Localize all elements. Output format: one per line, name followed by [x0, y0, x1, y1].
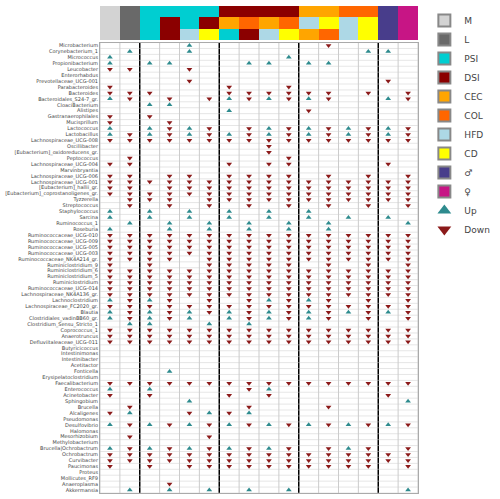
- svg-text:Micrococcus: Micrococcus: [67, 54, 98, 60]
- svg-text:Propionibacterium: Propionibacterium: [52, 60, 98, 67]
- svg-text:Ochrobactrum: Ochrobactrum: [62, 451, 98, 457]
- svg-text:Lachnospiraceae_UCG-004: Lachnospiraceae_UCG-004: [31, 161, 98, 168]
- svg-text:Intestinimonas: Intestinimonas: [61, 350, 98, 356]
- svg-text:Ruminiclostridium: Ruminiclostridium: [53, 279, 98, 285]
- svg-text:Ruminococcaceae_UCG-014: Ruminococcaceae_UCG-014: [28, 285, 98, 292]
- svg-text:Staphylococcus: Staphylococcus: [59, 208, 98, 215]
- svg-text:Bacteroidales_S24-7_gr.: Bacteroidales_S24-7_gr.: [38, 96, 98, 103]
- svg-text:Ruminiclostridium_5: Ruminiclostridium_5: [47, 273, 98, 280]
- svg-text:Blautia: Blautia: [81, 309, 98, 315]
- svg-text:Intestinibacter: Intestinibacter: [62, 356, 99, 362]
- svg-text:Gastranaerophilales: Gastranaerophilales: [48, 113, 99, 120]
- svg-text:Peptococcus: Peptococcus: [67, 155, 99, 162]
- svg-text:Brucella: Brucella: [78, 404, 98, 410]
- svg-text:[Eubacterium]_hallii_gr.: [Eubacterium]_hallii_gr.: [39, 184, 98, 191]
- svg-text:Oscillibacter: Oscillibacter: [67, 143, 99, 149]
- svg-text:CloaciBacterium: CloaciBacterium: [57, 102, 98, 108]
- svg-text:Ruminococcaceae_UCG-009: Ruminococcaceae_UCG-009: [28, 238, 98, 245]
- svg-text:Paucimonas: Paucimonas: [68, 463, 98, 469]
- svg-text:Curvibacter: Curvibacter: [69, 457, 99, 463]
- svg-text:Corynebacterium_1: Corynebacterium_1: [49, 48, 98, 55]
- svg-text:Enterorhabdus: Enterorhabdus: [61, 72, 98, 78]
- svg-text:L: L: [464, 35, 469, 45]
- svg-text:♂: ♂: [464, 168, 472, 178]
- svg-text:Alistipes: Alistipes: [77, 107, 98, 114]
- svg-text:Ruminococcus_1: Ruminococcus_1: [56, 220, 98, 227]
- svg-text:PSI: PSI: [464, 54, 478, 64]
- svg-text:Roseburia: Roseburia: [73, 226, 98, 232]
- svg-text:Butyricicoccus: Butyricicoccus: [62, 345, 99, 352]
- svg-text:[Eubacterium]_coprostanoligene: [Eubacterium]_coprostanoligenes_gr.: [5, 190, 98, 197]
- svg-text:CD: CD: [464, 149, 477, 159]
- svg-text:CEC: CEC: [464, 92, 482, 102]
- svg-text:Enterococcus: Enterococcus: [65, 386, 99, 392]
- svg-text:♀: ♀: [464, 187, 471, 197]
- svg-text:[Eubacterium]_oxidoreducens_gr: [Eubacterium]_oxidoreducens_gr.: [14, 149, 98, 156]
- svg-text:Microbacterium: Microbacterium: [59, 42, 98, 48]
- svg-text:Ruminococcaceae_UCG-003: Ruminococcaceae_UCG-003: [28, 250, 98, 257]
- svg-text:Streptococcus: Streptococcus: [63, 202, 99, 209]
- svg-text:Halomonas: Halomonas: [70, 428, 98, 434]
- svg-text:Sphingobium: Sphingobium: [65, 398, 98, 405]
- svg-text:Mucisprillum: Mucisprillum: [66, 119, 98, 126]
- svg-text:Desulfovibrio: Desulfovibrio: [65, 422, 98, 428]
- svg-text:Ruminiclostridium_6: Ruminiclostridium_6: [47, 267, 98, 274]
- svg-text:Acinetobacter: Acinetobacter: [63, 392, 99, 398]
- svg-text:Parabacteroides: Parabacteroides: [58, 84, 99, 90]
- svg-text:Up: Up: [464, 206, 477, 216]
- svg-text:Fonticella: Fonticella: [74, 368, 98, 374]
- svg-text:Mesorhizobium: Mesorhizobium: [60, 433, 98, 439]
- svg-text:Mollicutes_RF9: Mollicutes_RF9: [61, 475, 98, 482]
- svg-text:Clostridiales_vadinBB60_gr.: Clostridiales_vadinBB60_gr.: [29, 315, 98, 322]
- svg-text:Lachnospiraceae_NK4A136_gr.: Lachnospiraceae_NK4A136_gr.: [21, 291, 98, 298]
- svg-text:Leucobacter: Leucobacter: [67, 66, 99, 72]
- svg-text:Methylobacterium: Methylobacterium: [53, 439, 99, 446]
- svg-text:Marvinbryantia: Marvinbryantia: [60, 167, 98, 174]
- svg-text:Akkermansia: Akkermansia: [66, 487, 98, 493]
- svg-text:Lactobacillus: Lactobacillus: [65, 131, 98, 137]
- svg-text:Ruminiclostridium_9: Ruminiclostridium_9: [47, 262, 98, 269]
- svg-text:Anaerotruncus: Anaerotruncus: [61, 333, 98, 339]
- svg-text:Clostridium_Sensu_Stricto_1: Clostridium_Sensu_Stricto_1: [27, 321, 98, 328]
- svg-text:Defluviitaleaceae_UCG-011: Defluviitaleaceae_UCG-011: [30, 339, 98, 346]
- svg-text:COL: COL: [464, 111, 482, 121]
- svg-text:Down: Down: [464, 225, 490, 235]
- svg-text:Bacteroides: Bacteroides: [68, 90, 98, 96]
- svg-text:Proteus: Proteus: [79, 469, 98, 475]
- svg-text:Lactococcus: Lactococcus: [67, 125, 98, 131]
- svg-text:Ruminococcaceae_UCG-005: Ruminococcaceae_UCG-005: [28, 244, 98, 251]
- svg-text:Faecalibacterium: Faecalibacterium: [55, 380, 98, 386]
- svg-text:Ruminococcaceae_NK4A214_gr.: Ruminococcaceae_NK4A214_gr.: [18, 256, 98, 263]
- svg-text:Coprococcus_1: Coprococcus_1: [61, 327, 99, 334]
- svg-text:M: M: [464, 16, 472, 26]
- svg-text:Lachnospiraceae_UCG-008: Lachnospiraceae_UCG-008: [31, 137, 98, 144]
- svg-text:Prevotellaceae_UCG-001: Prevotellaceae_UCG-001: [36, 78, 98, 85]
- svg-text:Anaeroplasma: Anaeroplasma: [62, 481, 98, 488]
- svg-text:Erysipelatoclostridium: Erysipelatoclostridium: [42, 374, 98, 381]
- svg-text:Sarcina: Sarcina: [79, 214, 98, 220]
- svg-text:Acetitactor: Acetitactor: [71, 362, 99, 368]
- svg-text:Lachnoclostridium: Lachnoclostridium: [52, 297, 98, 303]
- svg-text:Ruminococcaceae_UCG-010: Ruminococcaceae_UCG-010: [28, 232, 98, 239]
- svg-text:DSI: DSI: [464, 73, 479, 83]
- svg-text:Alcaligenes: Alcaligenes: [69, 410, 98, 417]
- svg-text:Brucella|Ochrobactrum: Brucella|Ochrobactrum: [40, 445, 98, 452]
- svg-text:Lachnospiraceae_UCG-006: Lachnospiraceae_UCG-006: [31, 173, 98, 180]
- svg-text:Pseudomonas: Pseudomonas: [63, 416, 98, 422]
- svg-text:Lachnospiraceae_FC2020_gr.: Lachnospiraceae_FC2020_gr.: [25, 303, 98, 310]
- svg-text:HFD: HFD: [464, 130, 483, 140]
- svg-text:Lachnospiraceae_UCG-001: Lachnospiraceae_UCG-001: [31, 179, 98, 186]
- svg-text:Tyzzerella: Tyzzerella: [73, 196, 98, 203]
